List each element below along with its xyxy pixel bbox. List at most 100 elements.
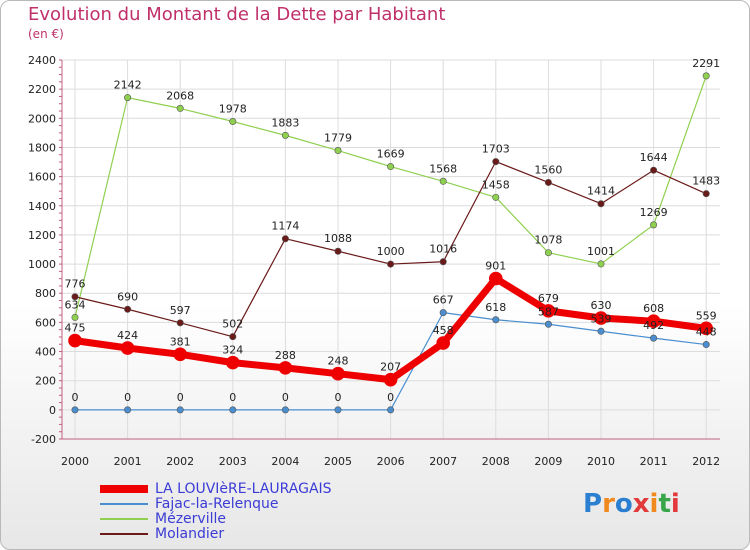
- data-label: 0: [177, 391, 184, 404]
- y-tick-label: 600: [35, 316, 56, 329]
- legend-item: Fajac-la-Relenque: [100, 497, 400, 512]
- chart-title: Evolution du Montant de la Dette par Hab…: [28, 4, 446, 25]
- data-label: 618: [485, 301, 506, 314]
- data-point: [702, 341, 710, 349]
- data-point: [597, 327, 605, 335]
- y-tick-label: 1200: [28, 229, 56, 242]
- data-point: [71, 313, 79, 321]
- data-label: 1978: [219, 103, 247, 116]
- data-label: 324: [222, 344, 243, 357]
- data-label: 776: [65, 278, 86, 291]
- data-label: 1016: [429, 243, 457, 256]
- legend-label: Fajac-la-Relenque: [155, 496, 279, 512]
- data-label: 608: [643, 302, 664, 315]
- y-tick-label: 1000: [28, 258, 56, 271]
- data-point: [597, 260, 605, 268]
- data-label: 0: [229, 391, 236, 404]
- data-point: [439, 177, 447, 185]
- data-label: 207: [380, 361, 401, 374]
- data-label: 0: [124, 391, 131, 404]
- x-tick-label: 2006: [377, 455, 405, 468]
- data-label: 475: [65, 322, 86, 335]
- legend-item: LA LOUVIèRE-LAURAGAIS: [100, 482, 400, 497]
- data-label: 1001: [587, 245, 615, 258]
- data-point: [492, 193, 500, 201]
- data-point: [646, 314, 661, 329]
- y-tick-label: 200: [35, 375, 56, 388]
- data-point: [71, 293, 79, 301]
- data-point: [281, 235, 289, 243]
- logo-letter: o: [614, 489, 633, 519]
- logo-letter: t: [658, 489, 671, 519]
- y-tick-label: 1800: [28, 141, 56, 154]
- data-point: [124, 406, 132, 414]
- data-label: 1269: [640, 206, 668, 219]
- x-tick-label: 2011: [640, 455, 668, 468]
- data-point: [124, 305, 132, 313]
- legend: LA LOUVIèRE-LAURAGAIS Fajac-la-Relenque Mé…: [100, 482, 400, 542]
- data-label: 1088: [324, 232, 352, 245]
- data-point: [176, 406, 184, 414]
- data-point: [383, 372, 398, 387]
- data-point: [229, 406, 237, 414]
- data-label: 559: [696, 309, 717, 322]
- legend-label: Molandier: [155, 526, 225, 542]
- data-label: 381: [170, 335, 191, 348]
- data-point: [173, 347, 187, 362]
- data-point: [387, 406, 395, 414]
- legend-swatch: [100, 485, 148, 493]
- data-point: [544, 178, 552, 186]
- legend-label: LA LOUVIèRE-LAURAGAIS: [155, 481, 332, 497]
- data-point: [124, 94, 132, 102]
- data-label: 1779: [324, 132, 352, 145]
- data-label: 248: [328, 355, 349, 368]
- data-label: 1568: [429, 162, 457, 175]
- logo-letter: r: [602, 489, 615, 519]
- data-point: [68, 333, 82, 348]
- data-point: [436, 336, 451, 350]
- data-label: 1883: [271, 116, 299, 129]
- data-point: [278, 361, 293, 375]
- data-point: [229, 118, 237, 126]
- data-point: [492, 158, 500, 166]
- data-label: 1000: [377, 245, 405, 258]
- data-point: [71, 406, 79, 414]
- legend-item: Molandier: [100, 527, 400, 542]
- data-label: 539: [591, 312, 612, 325]
- data-label: 0: [335, 391, 342, 404]
- y-tick-label: 1400: [28, 200, 56, 213]
- legend-item: Mézerville: [100, 512, 400, 527]
- data-label: 2291: [692, 57, 720, 70]
- data-point: [120, 341, 135, 355]
- y-tick-label: -200: [31, 433, 56, 446]
- data-label: 1458: [482, 178, 510, 191]
- logo-letter: x: [632, 489, 650, 519]
- legend-swatch: [100, 503, 148, 505]
- proxiti-logo: Proxiti: [583, 489, 680, 519]
- data-label: 424: [117, 329, 138, 342]
- data-point: [597, 200, 605, 208]
- data-point: [544, 249, 552, 257]
- x-tick-label: 2012: [692, 455, 720, 468]
- legend-swatch: [100, 533, 148, 535]
- x-tick-label: 2001: [114, 455, 142, 468]
- data-label: 1560: [534, 163, 562, 176]
- y-tick-label: 1600: [28, 171, 56, 184]
- data-label: 2068: [166, 89, 194, 102]
- data-point: [331, 366, 345, 381]
- data-point: [594, 311, 608, 325]
- data-point: [439, 309, 447, 317]
- data-label: 288: [275, 349, 296, 362]
- data-point: [176, 319, 184, 327]
- x-tick-label: 2003: [219, 455, 247, 468]
- data-label: 679: [538, 292, 559, 305]
- data-label: 667: [433, 294, 454, 307]
- x-tick-label: 2004: [271, 455, 299, 468]
- data-label: 1483: [692, 175, 720, 188]
- y-tick-label: 400: [35, 346, 56, 359]
- data-point: [229, 333, 237, 341]
- data-point: [702, 190, 710, 198]
- data-label: 587: [538, 305, 559, 318]
- data-label: 492: [643, 319, 664, 332]
- data-label: 1414: [587, 185, 615, 198]
